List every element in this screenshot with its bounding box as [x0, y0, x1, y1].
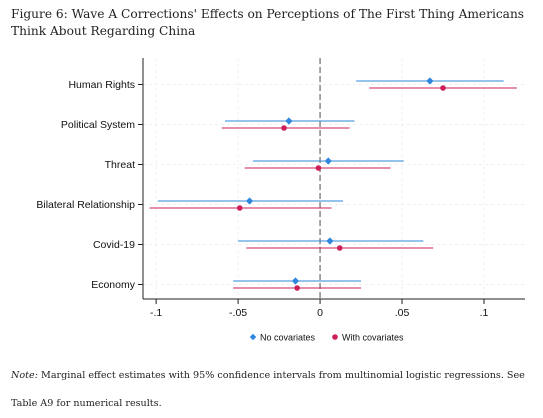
legend-diamond-marker — [249, 333, 257, 341]
figure-note: Note: Marginal effect estimates with 95%… — [11, 362, 536, 418]
point-estimate-diamond — [426, 77, 434, 85]
x-tick-label: .05 — [395, 307, 410, 319]
figure-title: Wave A Corrections' Effects on Perceptio… — [11, 7, 525, 38]
category-label: Covid-19 — [93, 239, 135, 251]
figure-caption: Figure 6: Wave A Corrections' Effects on… — [11, 6, 536, 40]
point-estimate-circle — [294, 285, 300, 291]
legend-label: With covariates — [342, 332, 404, 342]
point-estimate-diamond — [245, 197, 254, 205]
x-tick-label: 0 — [317, 307, 323, 319]
x-tick-label: -.05 — [229, 307, 247, 319]
point-estimate-circle — [336, 245, 343, 251]
point-estimate-diamond — [324, 157, 332, 165]
x-tick-label: -.1 — [150, 307, 162, 319]
figure-label: Figure 6: — [11, 7, 68, 21]
category-label: Economy — [91, 279, 136, 291]
point-estimate-diamond — [326, 237, 334, 245]
point-estimate-circle — [236, 205, 243, 211]
x-tick-label: .1 — [480, 307, 489, 319]
point-estimate-diamond — [285, 117, 293, 125]
note-label: Note: — [11, 370, 38, 381]
category-label: Political System — [61, 119, 135, 131]
point-estimate-circle — [440, 85, 446, 91]
legend-circle-marker — [332, 334, 338, 340]
note-text: Marginal effect estimates with 95% confi… — [11, 370, 525, 409]
plot-area — [143, 58, 525, 299]
point-estimate-circle — [315, 165, 322, 171]
point-estimate-diamond — [291, 277, 300, 285]
category-label: Human Rights — [68, 79, 135, 91]
point-estimate-circle — [281, 125, 287, 131]
legend-label: No covariates — [260, 332, 316, 342]
category-label: Bilateral Relationship — [36, 199, 135, 211]
category-label: Threat — [105, 159, 135, 171]
